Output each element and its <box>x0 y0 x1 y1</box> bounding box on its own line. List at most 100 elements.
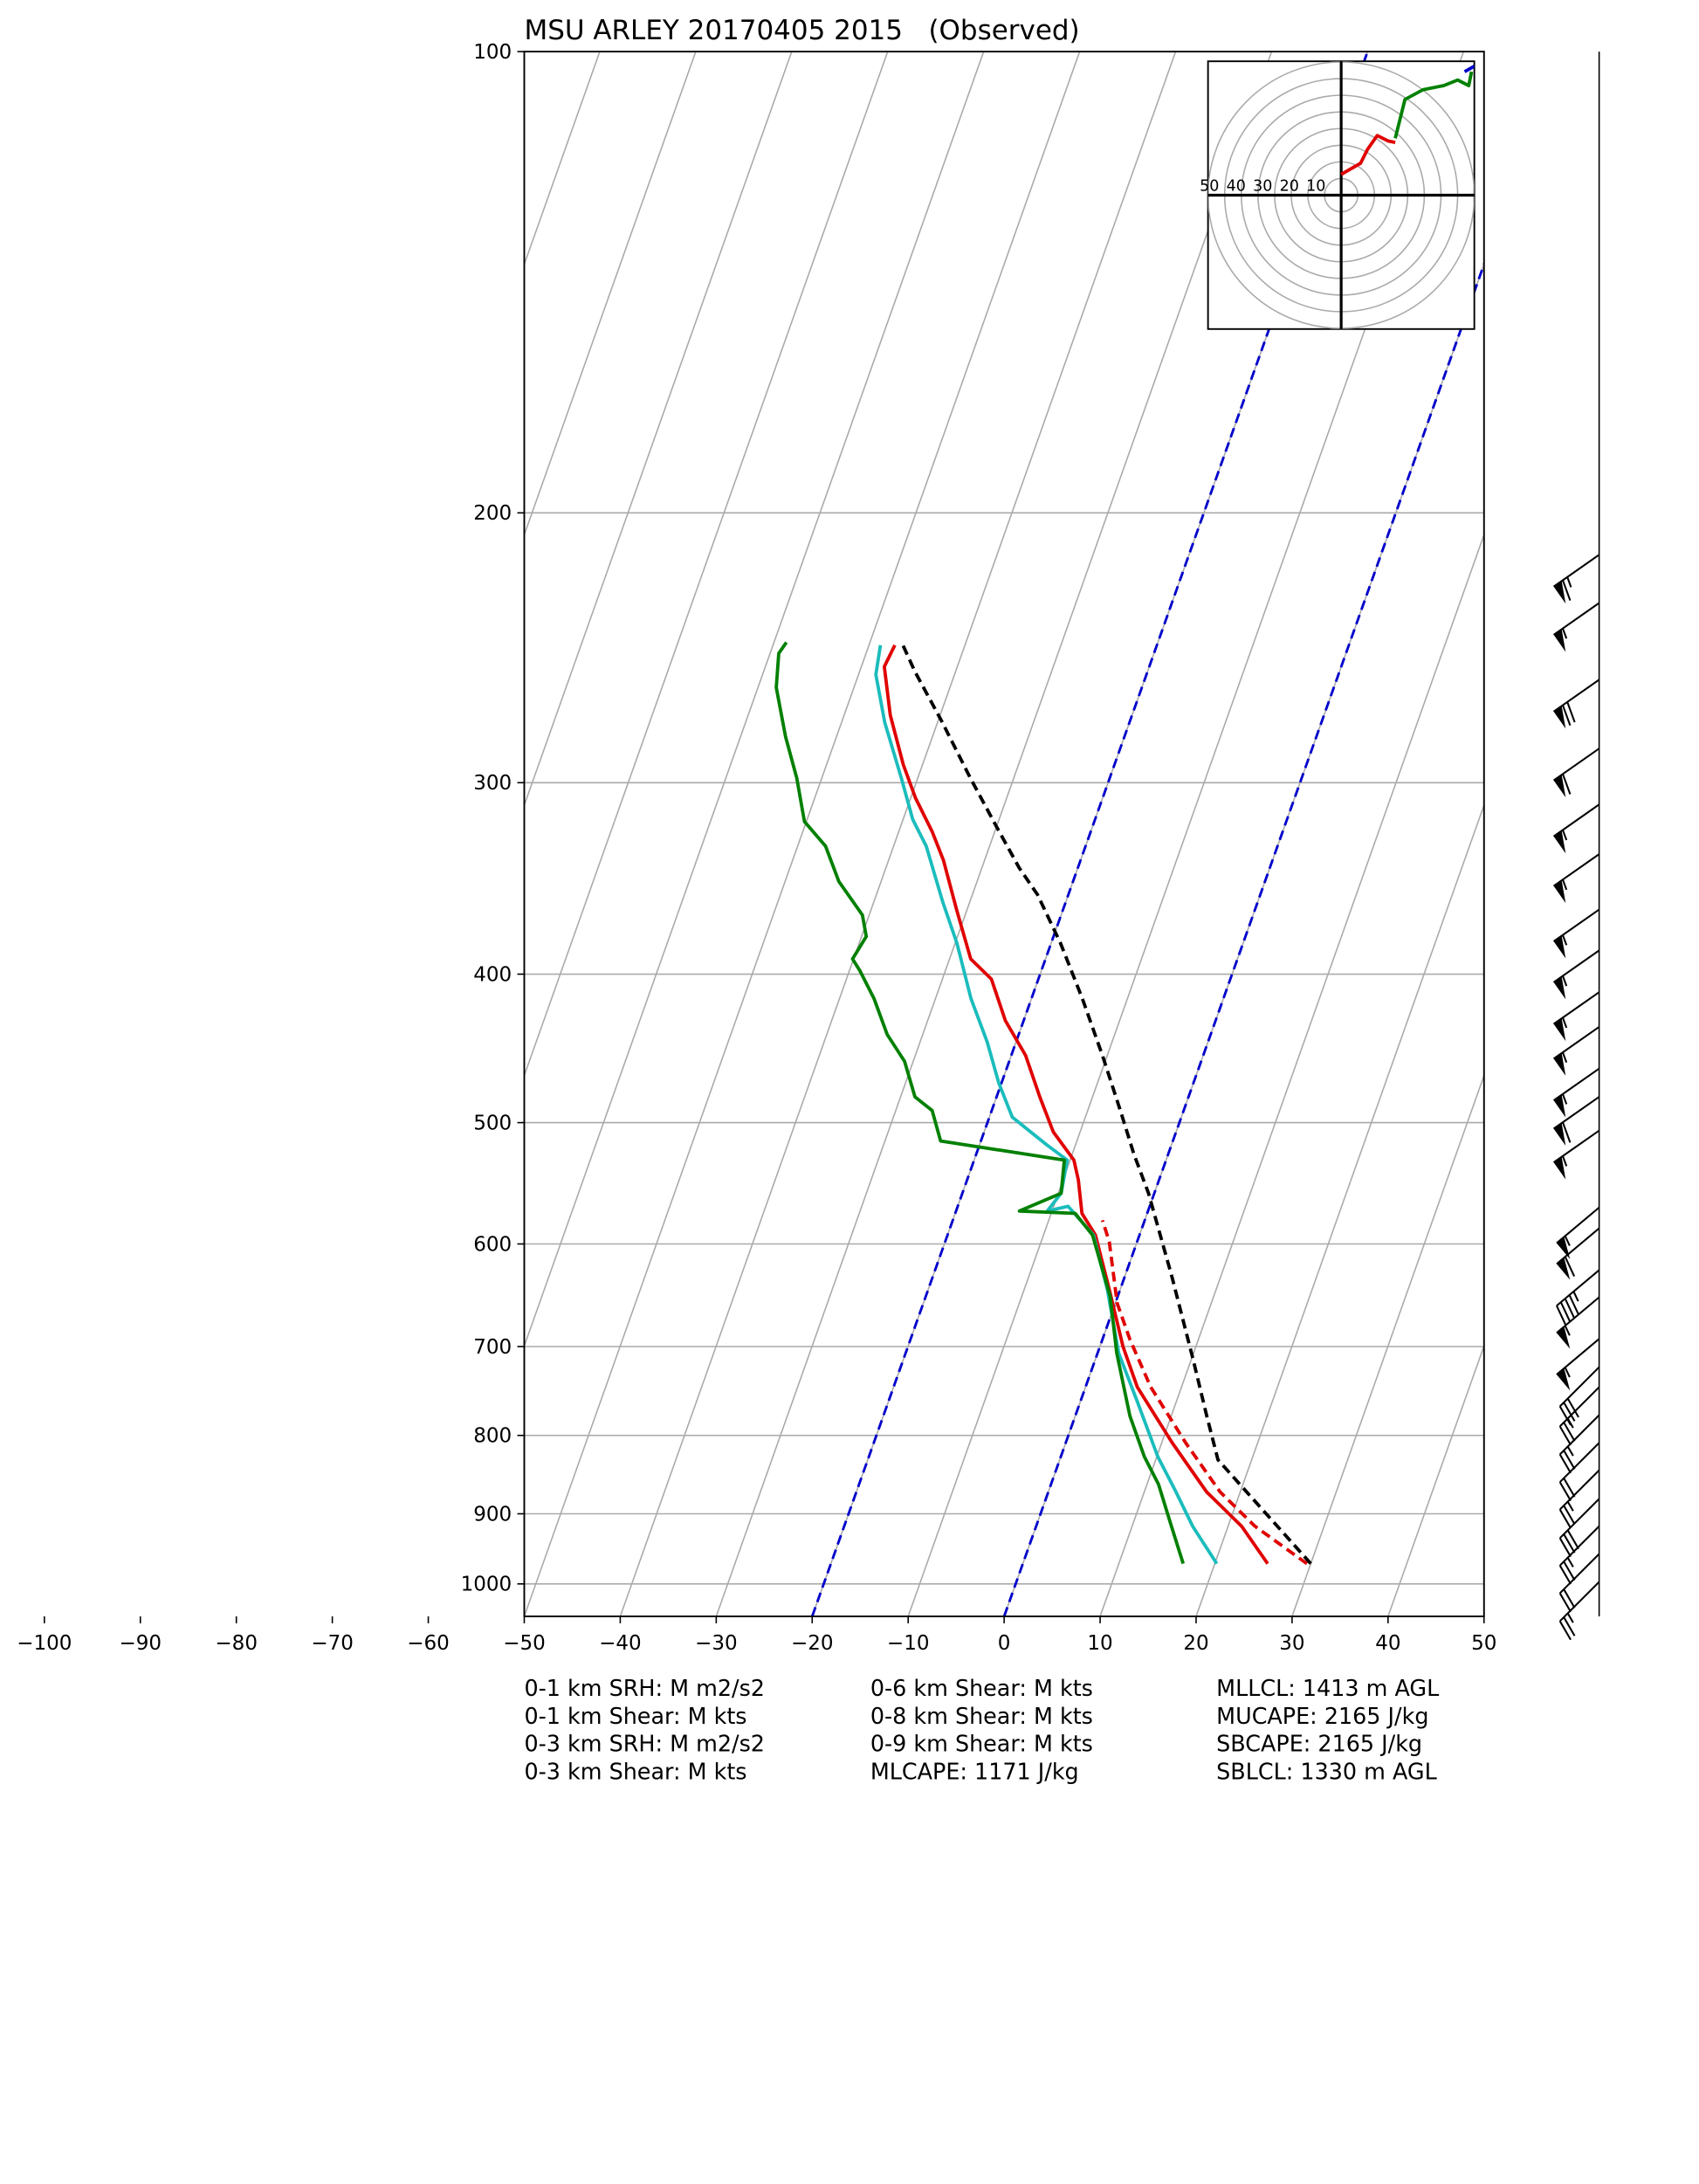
barb-full <box>1566 701 1576 723</box>
wind-barb <box>1558 1414 1600 1474</box>
y-tick-label: 1000 <box>461 1574 512 1596</box>
barb-full <box>1563 1478 1576 1498</box>
hodograph-plot <box>1207 61 1475 329</box>
barb-full <box>1563 1402 1576 1422</box>
barb-flag <box>1553 1156 1566 1180</box>
barb-half <box>1562 830 1568 841</box>
isotherm <box>524 52 793 808</box>
wind-barb <box>1552 748 1600 798</box>
wind-barb <box>1552 803 1600 854</box>
stat-text: MLCAPE: 1171 J/kg <box>870 1758 1079 1784</box>
wind-barb <box>1558 1581 1600 1641</box>
wind-barb <box>1552 554 1600 604</box>
wind-barb <box>1558 1386 1600 1446</box>
wind-barb <box>1556 1227 1600 1280</box>
barb-full <box>1564 1298 1576 1319</box>
barb-flag <box>1553 976 1566 1000</box>
x-tick-label: 10 <box>1087 1632 1112 1655</box>
stat-text: 0-8 km Shear: M kts <box>870 1703 1093 1729</box>
x-tick-label: −60 <box>407 1632 450 1655</box>
y-tick-label: 200 <box>473 502 512 525</box>
barb-staff <box>1558 1498 1600 1540</box>
stat-text: MUCAPE: 2165 J/kg <box>1216 1703 1428 1729</box>
barb-staff <box>1552 679 1600 713</box>
x-tick-label: −30 <box>695 1632 738 1655</box>
barb-half <box>1564 1325 1571 1336</box>
wind-barbs <box>1552 52 1600 1641</box>
barb-full <box>1558 1620 1572 1641</box>
barb-full <box>1558 1481 1572 1502</box>
profile-line <box>874 644 1219 1565</box>
profile-line <box>1100 1219 1309 1566</box>
x-tick-label: −50 <box>503 1632 546 1655</box>
wind-barb <box>1552 949 1600 1000</box>
barb-full <box>1558 1565 1572 1585</box>
barb-full <box>1558 1509 1572 1529</box>
barb-full <box>1562 705 1572 727</box>
ring-label: 10 <box>1306 178 1325 196</box>
barb-half <box>1564 1367 1571 1378</box>
barb-full <box>1562 1121 1572 1143</box>
profile-line <box>882 644 1269 1565</box>
y-tick-label: 800 <box>473 1425 512 1448</box>
wind-barb <box>1558 1498 1600 1558</box>
wind-barb <box>1558 1469 1600 1529</box>
wind-barb <box>1552 679 1600 729</box>
stat-text: 0-6 km Shear: M kts <box>870 1675 1093 1701</box>
barb-flag <box>1556 1326 1571 1349</box>
x-tick-label: −10 <box>887 1632 930 1655</box>
wind-barb <box>1552 853 1600 904</box>
barb-flag <box>1553 775 1566 798</box>
y-tick-label: 400 <box>473 963 512 986</box>
barb-half <box>1566 1417 1574 1429</box>
ring-label: 30 <box>1253 178 1272 196</box>
x-tick-label: −90 <box>119 1632 162 1655</box>
barb-flag <box>1553 706 1566 729</box>
barb-half <box>1562 1051 1568 1064</box>
x-tick-label: −80 <box>215 1632 258 1655</box>
isotherm <box>715 52 1273 1616</box>
barb-staff <box>1558 1581 1600 1622</box>
barb-full <box>1558 1592 1572 1613</box>
barb-half <box>1566 1612 1574 1623</box>
barb-full <box>1563 1588 1576 1609</box>
stat-text: 0-1 km Shear: M kts <box>524 1703 746 1729</box>
stat-text: MLLCL: 1413 m AGL <box>1216 1675 1440 1701</box>
y-tick-label: 300 <box>473 772 512 795</box>
wind-barb <box>1558 1442 1600 1502</box>
stat-text: 0-3 km Shear: M kts <box>524 1758 746 1784</box>
wind-barb <box>1552 1067 1600 1118</box>
barb-flag <box>1556 1237 1571 1259</box>
wind-barb <box>1558 1526 1600 1585</box>
highlight-isotherm <box>1002 260 1484 1616</box>
barb-half <box>1562 1155 1568 1167</box>
barb-full <box>1563 1422 1576 1442</box>
stat-text: 0-9 km Shear: M kts <box>870 1731 1093 1757</box>
barb-flag <box>1556 1257 1571 1280</box>
barb-full <box>1556 1305 1567 1326</box>
barb-full <box>1558 1425 1572 1446</box>
wind-barb <box>1552 908 1600 959</box>
stat-text: 0-3 km SRH: M m2/s2 <box>524 1731 764 1757</box>
barb-flag <box>1553 1123 1566 1147</box>
barb-full <box>1558 1453 1572 1474</box>
wind-barb <box>1552 1096 1600 1147</box>
isotherm <box>524 52 697 537</box>
barb-flag <box>1553 629 1566 652</box>
barb-staff <box>1558 1526 1600 1567</box>
ring-label: 50 <box>1200 178 1219 196</box>
barb-flag <box>1553 1053 1566 1076</box>
barb-staff <box>1552 554 1600 588</box>
x-tick-label: −20 <box>791 1632 834 1655</box>
y-tick-label: 100 <box>473 41 512 64</box>
barb-half <box>1562 1016 1568 1029</box>
barb-staff <box>1552 991 1600 1025</box>
barb-staff <box>1552 803 1600 837</box>
barb-staff <box>1552 1026 1600 1060</box>
barb-staff <box>1552 853 1600 887</box>
barb-flag <box>1553 1018 1566 1042</box>
barb-full <box>1563 1505 1576 1525</box>
x-tick-label: 20 <box>1183 1632 1208 1655</box>
